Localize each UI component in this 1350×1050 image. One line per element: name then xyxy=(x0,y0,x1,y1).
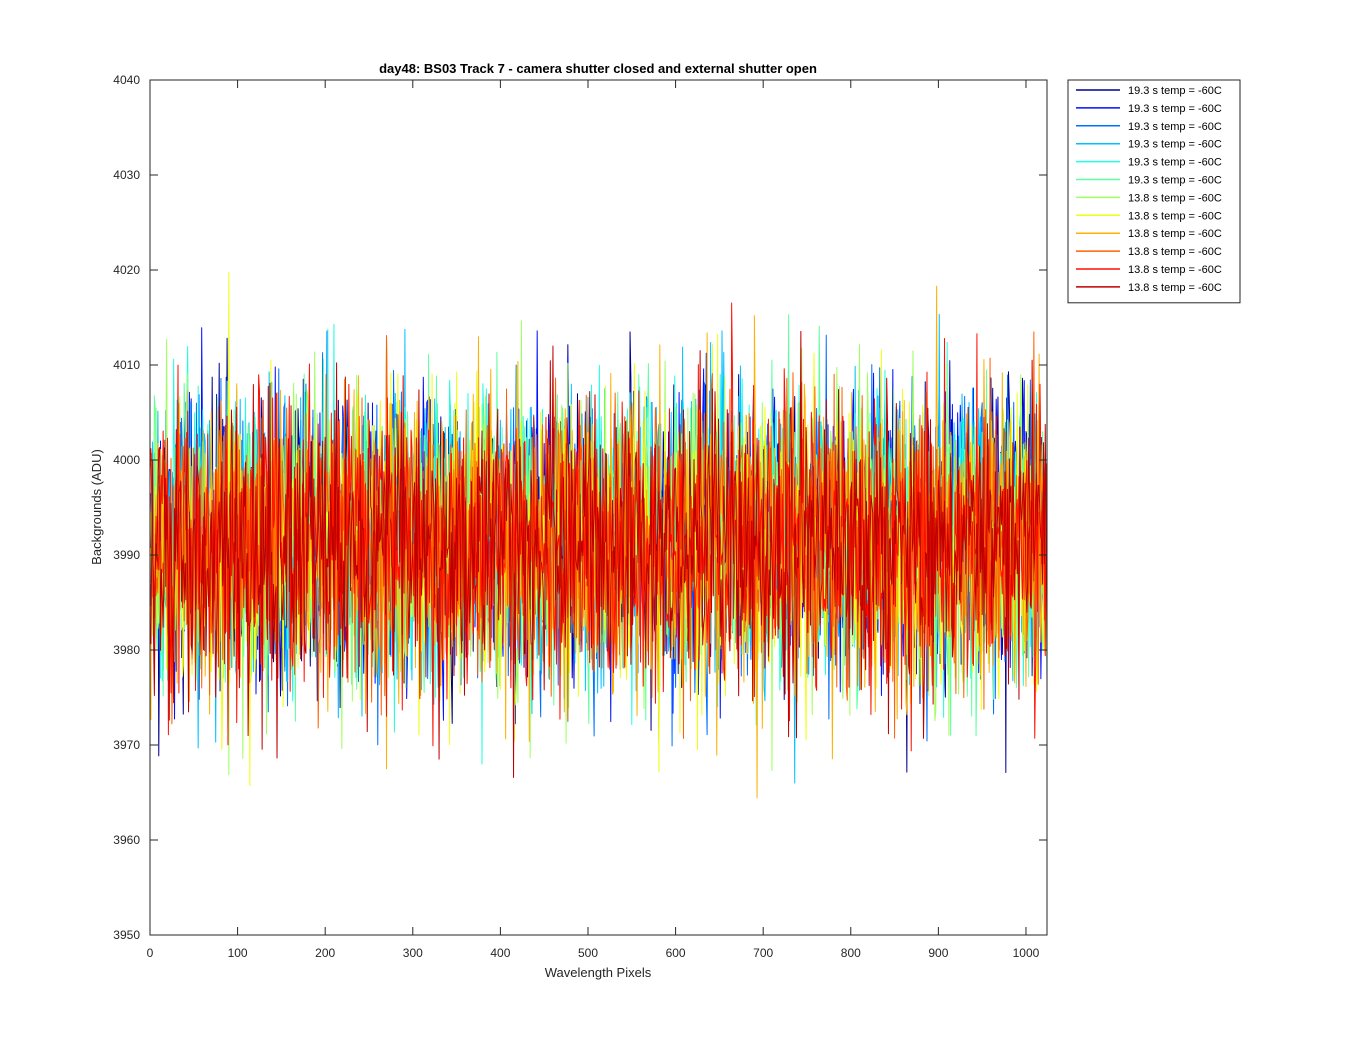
x-tick-label: 400 xyxy=(490,946,510,960)
x-tick-label: 300 xyxy=(403,946,423,960)
x-tick-label: 700 xyxy=(753,946,773,960)
legend-box xyxy=(1067,79,1241,304)
series-layer xyxy=(150,272,1048,799)
x-tick-label: 600 xyxy=(666,946,686,960)
x-tick-label: 100 xyxy=(228,946,248,960)
legend-label: 13.8 s temp = -60C xyxy=(1128,282,1222,294)
legend-label: 19.3 s temp = -60C xyxy=(1128,85,1222,97)
y-tick-label: 4020 xyxy=(113,263,140,277)
x-tick-label: 0 xyxy=(147,946,154,960)
y-tick-label: 3990 xyxy=(113,548,140,562)
legend-label: 13.8 s temp = -60C xyxy=(1128,228,1222,240)
y-tick-label: 3980 xyxy=(113,643,140,657)
axes-box xyxy=(149,79,1048,936)
legend-label: 13.8 s temp = -60C xyxy=(1128,264,1222,276)
series-line-12 xyxy=(150,330,1048,779)
y-tick-label: 4030 xyxy=(113,168,140,182)
axes xyxy=(149,79,1048,936)
x-tick-label: 500 xyxy=(578,946,598,960)
legend-label: 13.8 s temp = -60C xyxy=(1128,246,1222,258)
y-tick-label: 3950 xyxy=(113,928,140,942)
tick-labels: 0 100 200 300 400 500 600 700 800 900 1000 3950 3960… xyxy=(113,73,1039,960)
legend-label: 19.3 s temp = -60C xyxy=(1128,175,1222,187)
x-tick-label: 1000 xyxy=(1013,946,1040,960)
y-tick-label: 4000 xyxy=(113,453,140,467)
y-tick-label: 4040 xyxy=(113,73,140,87)
legend-label: 13.8 s temp = -60C xyxy=(1128,192,1222,204)
legend-label: 13.8 s temp = -60C xyxy=(1128,210,1222,222)
x-tick-label: 800 xyxy=(841,946,861,960)
legend-label: 19.3 s temp = -60C xyxy=(1128,139,1222,151)
legend-label: 19.3 s temp = -60C xyxy=(1128,121,1222,133)
x-tick-label: 200 xyxy=(315,946,335,960)
x-axis-label: Wavelength Pixels xyxy=(545,965,652,980)
y-tick-label: 3960 xyxy=(113,833,140,847)
y-axis-label: Backgrounds (ADU) xyxy=(89,449,104,565)
legend-label: 19.3 s temp = -60C xyxy=(1128,157,1222,169)
legend: 19.3 s temp = -60C 19.3 s temp = -60C 19.3… xyxy=(1067,79,1241,304)
y-tick-label: 4010 xyxy=(113,358,140,372)
chart-title: day48: BS03 Track 7 - camera shutter clo… xyxy=(379,61,817,76)
x-tick-label: 900 xyxy=(928,946,948,960)
y-tick-label: 3970 xyxy=(113,738,140,752)
legend-label: 19.3 s temp = -60C xyxy=(1128,103,1222,115)
